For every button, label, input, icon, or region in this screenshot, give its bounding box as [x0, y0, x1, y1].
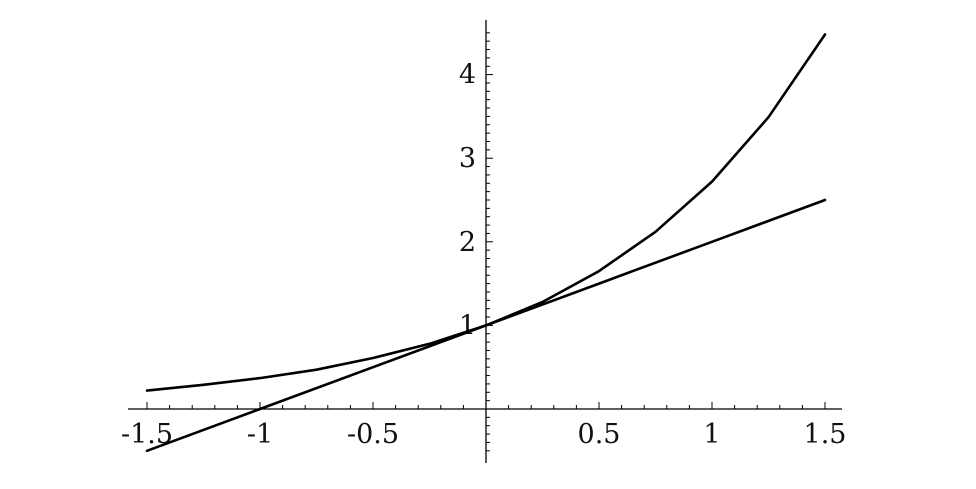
y-tick-labels: 1 2 3 4 [459, 60, 476, 342]
x-tick-label: -0.5 [347, 419, 399, 450]
x-tick-label: 1 [703, 419, 720, 450]
y-tick-label: 1 [459, 310, 476, 341]
minor-ticks [146, 32, 826, 452]
x-tick-labels: -1.5 -1 -0.5 0.5 1 1.5 [121, 419, 847, 450]
series-group [145, 33, 827, 453]
x-tick-label: -1 [247, 419, 273, 450]
series-line [145, 198, 827, 453]
y-tick-label: 2 [459, 227, 476, 258]
x-tick-label: 0.5 [578, 419, 621, 450]
y-tick-label: 3 [459, 143, 476, 174]
x-tick-label: 1.5 [804, 419, 847, 450]
y-tick-label: 4 [459, 60, 476, 91]
